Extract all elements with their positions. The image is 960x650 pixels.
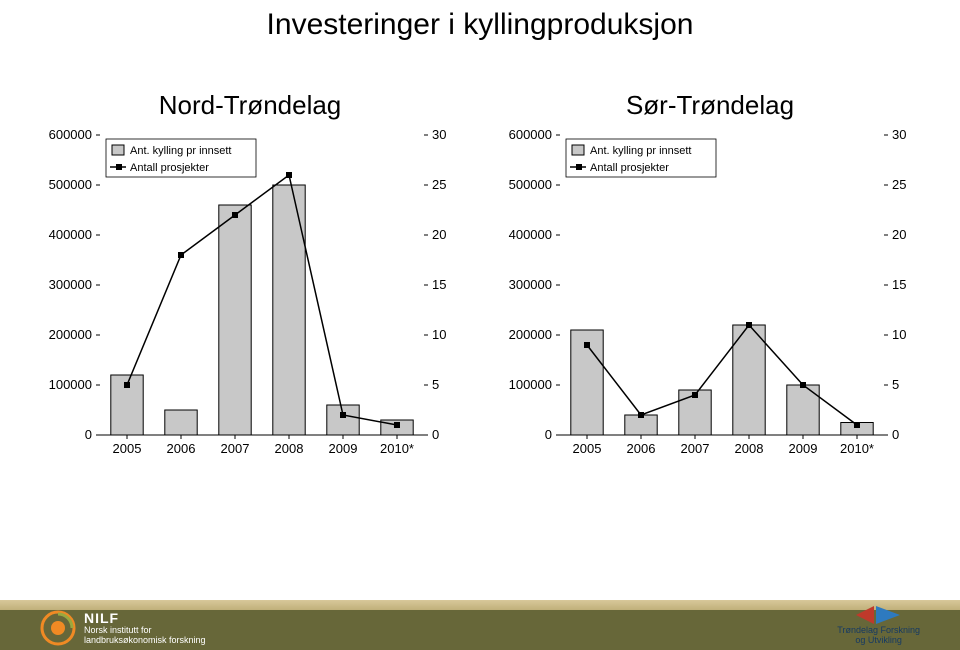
svg-text:100000: 100000 [509, 377, 552, 392]
tfou-logo: Trøndelag Forskning og Utvikling [837, 606, 920, 646]
footer: NILF Norsk institutt for landbruksøkonom… [0, 590, 960, 650]
svg-text:500000: 500000 [49, 177, 92, 192]
tfou-icon [856, 606, 902, 624]
chart-nord: Nord-Trøndelag 0 100000 200000 300000 400000… [40, 90, 460, 465]
svg-text:2007: 2007 [221, 441, 250, 456]
chart-sor-svg: 0 100000 200000 300000 400000 500000 600000 0 5 1… [500, 125, 920, 465]
svg-text:400000: 400000 [509, 227, 552, 242]
chart-nord-svg: 0 100000 200000 300000 400000 500000 600000 0 5 1… [40, 125, 460, 465]
svg-text:20: 20 [892, 227, 906, 242]
svg-text:2007: 2007 [681, 441, 710, 456]
svg-text:2006: 2006 [167, 441, 196, 456]
svg-text:30: 30 [892, 127, 906, 142]
svg-text:20: 20 [432, 227, 446, 242]
svg-text:2009: 2009 [329, 441, 358, 456]
svg-text:2010*: 2010* [840, 441, 874, 456]
svg-text:2005: 2005 [113, 441, 142, 456]
svg-text:600000: 600000 [509, 127, 552, 142]
svg-text:0: 0 [432, 427, 439, 442]
svg-text:5: 5 [432, 377, 439, 392]
svg-text:300000: 300000 [49, 277, 92, 292]
svg-text:25: 25 [432, 177, 446, 192]
charts-container: Nord-Trøndelag 0 100000 200000 300000 400000… [40, 90, 920, 465]
svg-text:10: 10 [432, 327, 446, 342]
svg-text:Ant. kylling pr innsett: Ant. kylling pr innsett [590, 145, 692, 157]
svg-text:30: 30 [432, 127, 446, 142]
svg-text:2008: 2008 [275, 441, 304, 456]
svg-text:2005: 2005 [573, 441, 602, 456]
svg-text:15: 15 [432, 277, 446, 292]
nilf-icon [40, 610, 76, 646]
nilf-sub2: landbruksøkonomisk forskning [84, 636, 206, 646]
svg-text:10: 10 [892, 327, 906, 342]
chart-sor-title: Sør-Trøndelag [500, 90, 920, 121]
svg-text:Antall prosjekter: Antall prosjekter [130, 162, 209, 174]
svg-text:600000: 600000 [49, 127, 92, 142]
svg-text:400000: 400000 [49, 227, 92, 242]
svg-text:200000: 200000 [509, 327, 552, 342]
footer-band [0, 600, 960, 610]
svg-text:100000: 100000 [49, 377, 92, 392]
svg-text:Antall prosjekter: Antall prosjekter [590, 162, 669, 174]
chart-nord-title: Nord-Trøndelag [40, 90, 460, 121]
tfou-line2: og Utvikling [837, 636, 920, 646]
svg-text:15: 15 [892, 277, 906, 292]
svg-text:200000: 200000 [49, 327, 92, 342]
nilf-title: NILF [84, 610, 206, 626]
svg-text:500000: 500000 [509, 177, 552, 192]
svg-text:2006: 2006 [627, 441, 656, 456]
svg-text:300000: 300000 [509, 277, 552, 292]
nilf-text: NILF Norsk institutt for landbruksøkonom… [84, 610, 206, 646]
svg-text:2010*: 2010* [380, 441, 414, 456]
page-title: Investeringer i kyllingproduksjon [0, 8, 960, 42]
chart-sor: Sør-Trøndelag 0 100000 200000 300000 400000 5… [500, 90, 920, 465]
nilf-logo: NILF Norsk institutt for landbruksøkonom… [40, 610, 206, 646]
svg-text:25: 25 [892, 177, 906, 192]
svg-text:0: 0 [545, 427, 552, 442]
svg-text:2009: 2009 [789, 441, 818, 456]
svg-text:Ant. kylling pr innsett: Ant. kylling pr innsett [130, 145, 232, 157]
svg-text:5: 5 [892, 377, 899, 392]
svg-text:2008: 2008 [735, 441, 764, 456]
svg-text:0: 0 [892, 427, 899, 442]
svg-text:0: 0 [85, 427, 92, 442]
